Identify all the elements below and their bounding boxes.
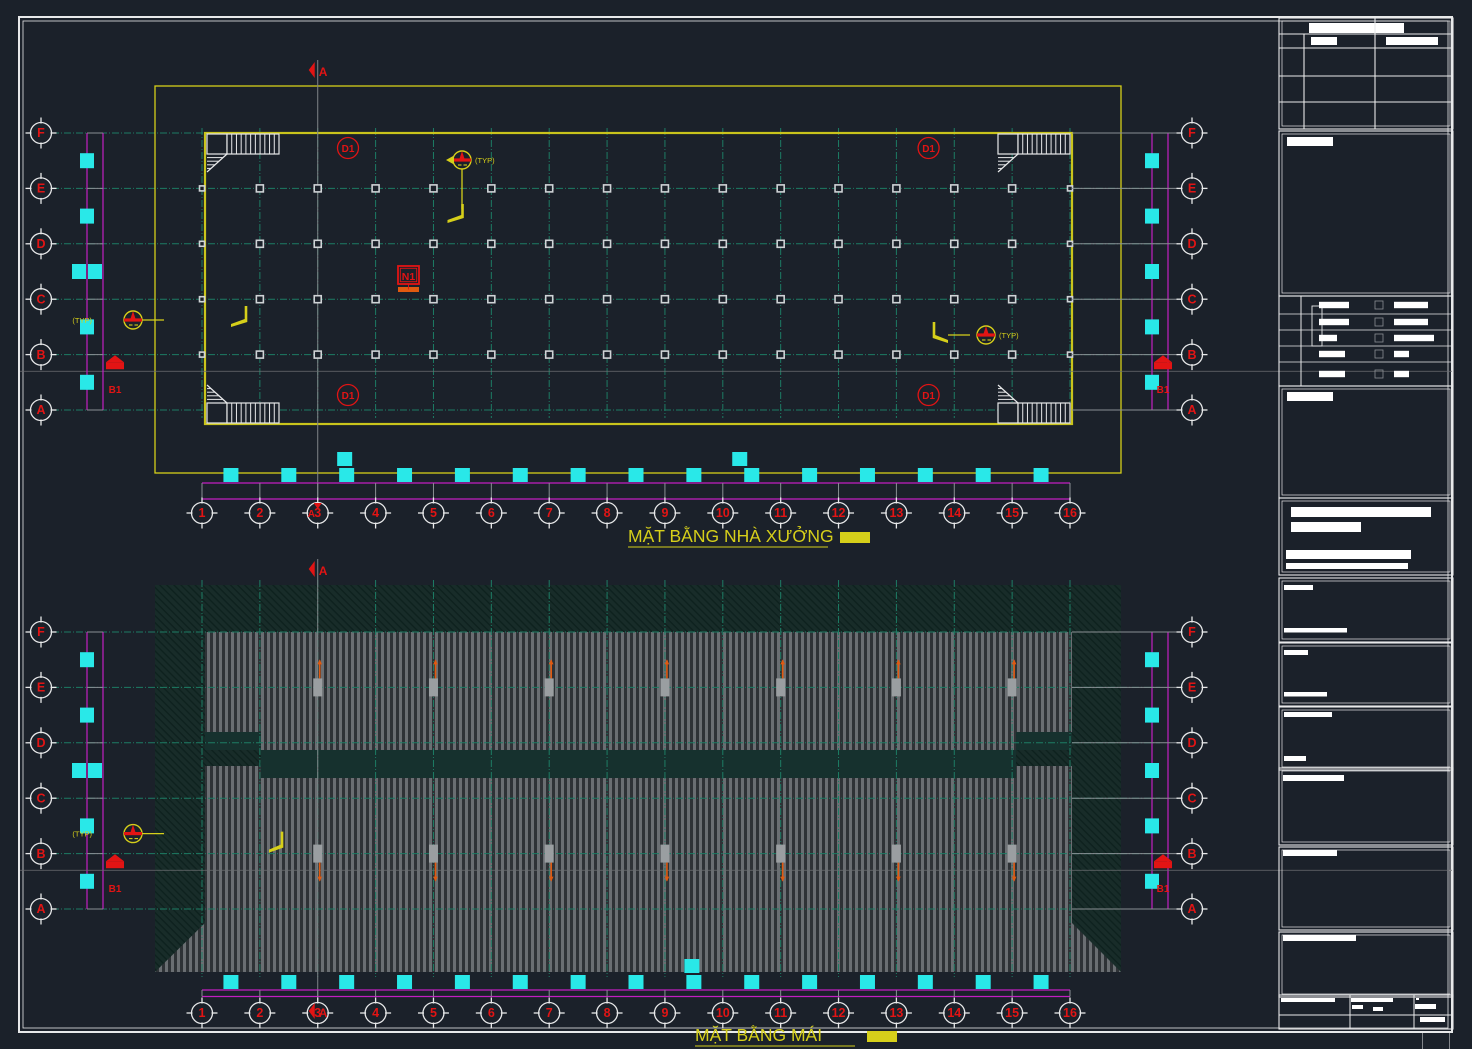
svg-text:10: 10 [716,506,730,520]
svg-text:5: 5 [430,506,437,520]
svg-text:15: 15 [1005,506,1019,520]
svg-text:F: F [37,126,45,140]
svg-text:E: E [1188,681,1196,695]
svg-text:D: D [1187,736,1196,750]
svg-text:9: 9 [661,506,668,520]
svg-text:11: 11 [774,1006,787,1020]
svg-text:D1: D1 [922,144,935,155]
svg-text:F: F [37,625,45,639]
svg-text:(TYP): (TYP) [475,156,495,165]
svg-text:F: F [1188,126,1196,140]
svg-text:15: 15 [1005,1006,1019,1020]
svg-text:D1: D1 [342,144,355,155]
svg-text:D: D [36,736,45,750]
svg-text:D1: D1 [922,391,935,402]
svg-text:7: 7 [546,1006,553,1020]
svg-text:D: D [1187,237,1196,251]
svg-text:C: C [1187,791,1196,805]
svg-text:4: 4 [372,506,379,520]
svg-text:8: 8 [604,1006,611,1020]
svg-text:F: F [1188,625,1196,639]
svg-text:E: E [1188,182,1196,196]
svg-text:C: C [36,292,45,306]
svg-text:12: 12 [832,506,846,520]
svg-text:A: A [1187,403,1196,417]
svg-text:A: A [36,902,45,916]
svg-text:16: 16 [1063,506,1077,520]
svg-text:4: 4 [372,1006,379,1020]
svg-text:2: 2 [256,506,263,520]
svg-text:6: 6 [488,1006,495,1020]
svg-text:5: 5 [430,1006,437,1020]
svg-text:A: A [319,65,328,79]
svg-text:B: B [1187,847,1196,861]
svg-text:14: 14 [947,506,961,520]
svg-text:A: A [308,509,315,520]
svg-text:MẶT BẰNG MÁI: MẶT BẰNG MÁI [695,1024,822,1045]
svg-text:11: 11 [774,506,787,520]
svg-text:(TYP): (TYP) [72,830,92,839]
svg-text:A: A [319,564,328,578]
svg-text:D1: D1 [342,391,355,402]
svg-text:1: 1 [199,1006,206,1020]
svg-text:C: C [36,791,45,805]
svg-text:C: C [1187,292,1196,306]
svg-text:D: D [36,237,45,251]
svg-text:N1: N1 [402,271,416,283]
svg-text:(TYP): (TYP) [999,331,1019,340]
svg-text:A: A [319,1006,328,1020]
svg-text:A: A [36,403,45,417]
svg-text:A: A [1187,902,1196,916]
svg-text:9: 9 [661,1006,668,1020]
svg-text:7: 7 [546,506,553,520]
svg-text:6: 6 [488,506,495,520]
svg-text:E: E [37,182,45,196]
svg-text:13: 13 [889,506,903,520]
svg-text:B1: B1 [109,884,122,895]
svg-text:MẶT BẰNG NHÀ XƯỞNG: MẶT BẰNG NHÀ XƯỞNG [628,525,834,546]
svg-text:B1: B1 [1157,884,1170,895]
svg-text:2: 2 [256,1006,263,1020]
svg-text:13: 13 [889,1006,903,1020]
svg-text:(TYP): (TYP) [72,316,92,325]
svg-text:14: 14 [947,1006,961,1020]
svg-text:B: B [36,348,45,362]
svg-text:12: 12 [832,1006,846,1020]
svg-text:B1: B1 [109,385,122,396]
svg-text:16: 16 [1063,1006,1077,1020]
svg-text:B: B [36,847,45,861]
svg-text:1: 1 [199,506,206,520]
svg-text:E: E [37,681,45,695]
svg-text:8: 8 [604,506,611,520]
svg-text:B1: B1 [1157,385,1170,396]
svg-text:B: B [1187,348,1196,362]
svg-text:10: 10 [716,1006,730,1020]
